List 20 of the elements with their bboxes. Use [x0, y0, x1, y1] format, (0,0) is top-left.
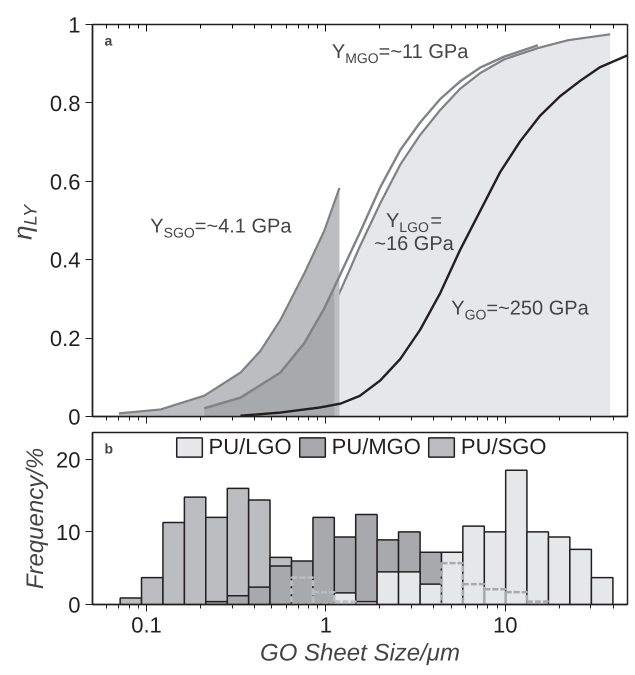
- y-tick-label: 10: [56, 520, 81, 545]
- y-tick-label: 0: [68, 404, 81, 430]
- y-tick-label: 0.2: [50, 326, 81, 352]
- y-tick-label: 0.8: [50, 90, 81, 116]
- legend-label: PU/MGO: [332, 434, 421, 460]
- y-tick-label: 0: [68, 592, 81, 618]
- legend-label: PU/LGO: [208, 434, 292, 460]
- y-tick-label: 0.4: [50, 248, 81, 273]
- annotation: b: [104, 440, 114, 456]
- legend-label: PU/SGO: [460, 434, 546, 460]
- y-axis-title: ηLY: [8, 202, 40, 240]
- y-tick-label: 0.6: [50, 169, 81, 194]
- x-tick-label: 10: [493, 612, 518, 638]
- x-tick-label: 1: [320, 612, 332, 638]
- x-tick-label: 0.1: [131, 612, 162, 638]
- y-axis-title: Frequency/%: [22, 448, 50, 590]
- y-tick-label: 1: [68, 12, 81, 38]
- y-tick-label: 20: [56, 447, 81, 472]
- x-axis-title: GO Sheet Size/μm: [260, 640, 460, 666]
- annotation: a: [104, 32, 112, 48]
